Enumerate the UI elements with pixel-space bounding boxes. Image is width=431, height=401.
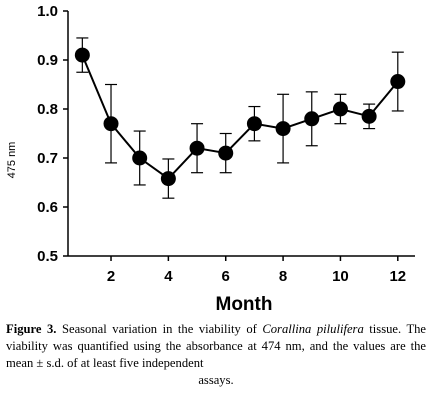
data-point: [189, 140, 205, 156]
data-point: [103, 116, 119, 132]
y-tick-label: 0.5: [37, 248, 58, 265]
data-point: [218, 145, 234, 161]
data-point: [160, 171, 176, 187]
y-tick-label: 0.7: [37, 150, 58, 167]
axes: [67, 11, 415, 257]
series-line-path: [81, 54, 399, 180]
data-point: [304, 111, 320, 127]
chart: 0.5 0.6 0.7 0.8 0.9 1.0 2 4 6 8 10 12 Month 475 nm: [6, 3, 415, 315]
x-axis-title: Month: [216, 294, 273, 315]
data-point: [361, 108, 377, 124]
data-point: [390, 74, 406, 90]
y-axis-title: 475 nm: [6, 142, 18, 179]
data-point: [275, 121, 291, 137]
caption-last-line: assays.: [198, 373, 234, 387]
y-tick-label: 0.8: [37, 101, 58, 118]
ticks: 0.5 0.6 0.7 0.8 0.9 1.0 2 4 6 8 10 12: [37, 3, 406, 285]
data-point: [132, 150, 148, 166]
x-tick-label: 4: [164, 268, 173, 285]
data-point: [332, 101, 348, 117]
error-bars: [76, 37, 404, 199]
data-point: [74, 47, 90, 63]
x-tick-label: 6: [222, 268, 230, 285]
caption-label: Figure 3.: [6, 322, 57, 336]
caption-text-after: tissue. The viability was quantified usi…: [6, 322, 427, 370]
y-tick-label: 0.6: [37, 199, 58, 216]
series-line: [81, 54, 399, 180]
caption-species: Corallina pilulifera: [262, 322, 364, 336]
x-tick-label: 12: [389, 268, 406, 285]
caption-text-before: Seasonal variation in the viability of: [56, 322, 263, 336]
x-tick-label: 8: [279, 268, 287, 285]
data-point: [246, 116, 262, 132]
y-tick-label: 0.9: [37, 52, 58, 69]
x-tick-label: 10: [332, 268, 349, 285]
data-points: [74, 47, 406, 187]
y-tick-label: 1.0: [37, 3, 58, 20]
figure-caption: Figure 3. Seasonal variation in the viab…: [6, 321, 426, 389]
x-tick-label: 2: [107, 268, 115, 285]
